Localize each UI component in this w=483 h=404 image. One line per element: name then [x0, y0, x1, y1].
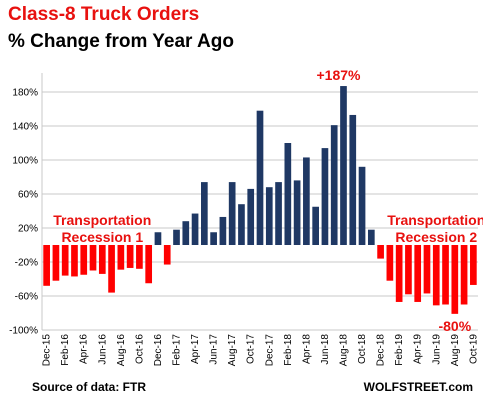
source-note: Source of data: FTR	[32, 380, 147, 394]
chart-title: Class-8 Truck Orders	[8, 4, 200, 25]
bar	[173, 229, 180, 245]
bar	[349, 114, 357, 245]
bar	[423, 245, 431, 294]
y-axis: -100% -60% -20% 20% 60% 100% 140% 180%	[9, 73, 43, 337]
x-tick-label: Dec-15	[42, 334, 53, 367]
x-tick-label: Dec-16	[153, 334, 164, 367]
bar	[61, 245, 69, 276]
x-tick-label: Oct-19	[468, 334, 479, 364]
x-tick-label: Oct-16	[134, 334, 145, 364]
y-tick-label: -100%	[9, 326, 38, 337]
bar	[321, 148, 329, 245]
bar	[247, 188, 255, 245]
bar	[367, 229, 375, 245]
y-tick-label: 100%	[12, 156, 38, 167]
bar	[201, 182, 208, 245]
bar	[442, 245, 449, 305]
x-tick-label: Jun-17	[209, 334, 220, 365]
bar	[358, 166, 366, 245]
bar	[108, 245, 115, 293]
bar	[405, 245, 412, 295]
bar	[80, 245, 88, 275]
bar	[386, 245, 394, 281]
bar	[52, 245, 60, 281]
y-tick-label: 140%	[12, 122, 38, 133]
x-tick-label: Dec-18	[376, 334, 387, 367]
bar	[154, 232, 162, 245]
bar	[136, 245, 143, 269]
x-tick-label: Aug-16	[116, 334, 127, 367]
recession-label: Transportation	[53, 212, 151, 228]
y-tick-label: -60%	[15, 292, 38, 303]
x-tick-label: Feb-17	[172, 334, 183, 366]
x-tick-label: Aug-18	[338, 334, 349, 367]
bar	[71, 245, 78, 277]
bar	[191, 213, 199, 245]
y-tick-label: 20%	[18, 224, 38, 235]
bar	[312, 206, 319, 245]
recession-label: Recession 1	[61, 229, 143, 245]
bar	[330, 125, 338, 245]
bar	[460, 245, 468, 305]
bar	[219, 216, 227, 245]
x-tick-label: Apr-18	[301, 334, 312, 364]
x-tick-label: Jun-18	[320, 334, 331, 365]
x-tick-label: Oct-17	[246, 334, 257, 364]
bar	[238, 204, 245, 245]
bar	[182, 221, 190, 245]
bar	[377, 245, 384, 259]
x-tick-label: Jun-16	[97, 334, 108, 365]
bar	[163, 245, 171, 265]
bar	[43, 245, 50, 286]
x-tick-label: Dec-17	[264, 334, 275, 367]
bar	[275, 182, 282, 245]
x-tick-label: Feb-18	[283, 334, 294, 366]
bar	[432, 245, 440, 306]
x-tick-label: Aug-17	[227, 334, 238, 367]
peak-label: +187%	[316, 67, 361, 83]
bar	[145, 245, 153, 284]
x-tick-label: Oct-18	[357, 334, 368, 364]
bar	[98, 245, 106, 274]
bar	[117, 245, 125, 270]
bar	[126, 245, 134, 268]
brand-label: WOLFSTREET.com	[363, 380, 473, 394]
y-tick-label: -20%	[15, 258, 38, 269]
y-tick-label: 180%	[12, 88, 38, 99]
bar	[265, 187, 273, 245]
trough-label: -80%	[438, 318, 471, 334]
x-tick-label: Apr-19	[413, 334, 424, 364]
x-axis: Dec-15 Feb-16 Apr-16 Jun-16 Aug-16 Oct-16 Dec-…	[42, 329, 479, 367]
bar	[256, 110, 264, 245]
x-tick-label: Apr-17	[190, 334, 201, 364]
bar	[228, 182, 236, 245]
x-tick-label: Apr-16	[79, 334, 90, 364]
x-tick-label: Aug-19	[450, 334, 461, 367]
bar	[340, 86, 347, 245]
bar	[89, 245, 97, 271]
bar	[451, 245, 459, 314]
x-tick-label: Jun-19	[431, 334, 442, 365]
recession-label: Transportation	[387, 212, 483, 228]
x-tick-label: Feb-19	[394, 334, 405, 366]
bar	[284, 143, 292, 245]
bar	[210, 232, 217, 245]
x-tick-label: Feb-16	[60, 334, 71, 366]
chart-subtitle: % Change from Year Ago	[8, 31, 234, 52]
y-tick-label: 60%	[18, 190, 38, 201]
bar	[470, 245, 477, 285]
bars	[43, 86, 477, 314]
bar	[293, 180, 301, 245]
bar	[395, 245, 403, 302]
bar	[303, 157, 310, 245]
recession-label: Recession 2	[395, 229, 477, 245]
bar	[414, 245, 422, 302]
